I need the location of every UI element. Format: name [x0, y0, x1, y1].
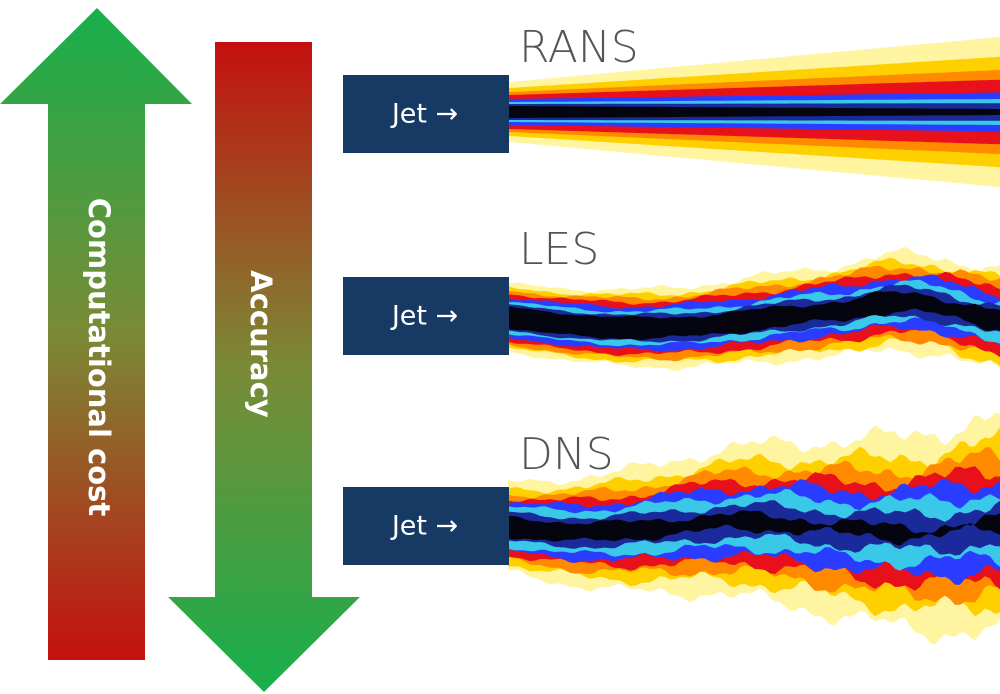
jet-box [343, 75, 509, 153]
jet-box [343, 277, 509, 355]
jet-images [508, 37, 1000, 645]
down-arrow [168, 42, 360, 692]
panel-title: DNS [519, 429, 614, 480]
flow-layer [508, 291, 1000, 341]
jet-label: Jet → [390, 99, 458, 130]
panel-title: LES [519, 224, 599, 275]
flow-layer [508, 106, 1000, 118]
jet-label: Jet → [390, 301, 458, 332]
panel-title: RANS [519, 22, 639, 73]
jet-label: Jet → [390, 511, 458, 542]
arrow-label: Computational cost [82, 198, 116, 517]
jet-box [343, 487, 509, 565]
up-arrow [0, 8, 192, 660]
arrow-label: Accuracy [244, 270, 278, 418]
flow-layer [508, 510, 1000, 546]
